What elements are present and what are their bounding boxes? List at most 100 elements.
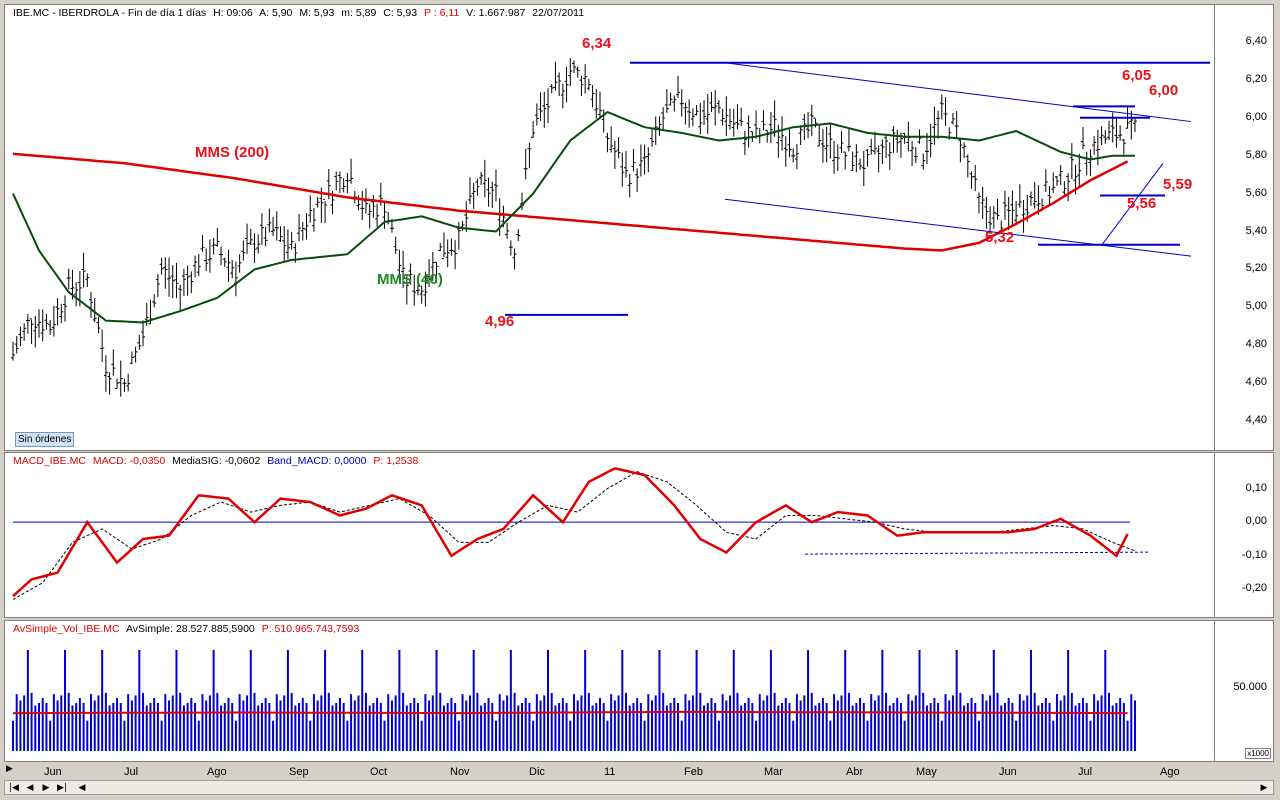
price-bar <box>828 122 833 159</box>
price-bar <box>360 190 365 221</box>
macd-signal-value: MediaSIG: -0,0602 <box>172 455 261 467</box>
volume-chart[interactable] <box>5 621 1215 761</box>
price-bar <box>263 226 268 247</box>
price-bar <box>152 294 157 308</box>
price-bar <box>794 143 799 170</box>
price-bar <box>928 123 933 158</box>
price-bar <box>887 142 892 170</box>
volume-bar <box>49 720 52 751</box>
price-bar <box>720 108 725 126</box>
volume-bar <box>691 695 694 751</box>
volume-bar <box>974 703 977 751</box>
volume-bar <box>587 692 590 751</box>
price-bar <box>219 246 224 266</box>
volume-p-value: P: 510.965.743,7593 <box>261 623 360 635</box>
price-bar <box>85 273 90 287</box>
scroll-left-icon[interactable]: ◀ <box>78 783 86 793</box>
price-bar <box>11 341 15 361</box>
volume-bar <box>67 692 70 751</box>
price-bar <box>371 194 376 218</box>
price-bar <box>252 233 257 264</box>
price-bar <box>531 120 536 138</box>
volume-bar <box>888 705 891 751</box>
month-label: Jun <box>44 766 62 778</box>
price-bar <box>438 243 443 252</box>
macd-y-axis: 0,10 0,00 -0,10 -0,20 <box>1214 453 1273 617</box>
high-time: H: 09:06 <box>213 7 253 19</box>
volume-bar <box>554 705 557 751</box>
price-bar <box>163 257 168 289</box>
price-bar <box>14 335 19 354</box>
price-bar <box>973 164 978 192</box>
axis-left-arrow-icon[interactable]: ▶ <box>6 764 13 774</box>
price-bar <box>791 148 796 163</box>
volume-bar <box>1078 703 1081 751</box>
price-bar <box>820 129 825 163</box>
price-bar <box>22 323 27 341</box>
macd-p-value: P: 1,2538 <box>373 455 419 467</box>
volume-bar <box>90 694 93 751</box>
month-label: Mar <box>764 766 783 778</box>
volume-bar <box>658 649 661 751</box>
scroll-right-icon[interactable]: ▶ <box>1260 783 1268 793</box>
volume-bar <box>450 697 453 751</box>
scroll-navigation[interactable]: |◀ ◀ ▶ ▶| ◀ ▶ <box>4 780 1274 795</box>
prev-page-icon[interactable]: ◀ <box>26 783 34 793</box>
price-bar <box>256 234 261 254</box>
volume-bar <box>298 703 301 751</box>
price-bar <box>271 216 276 237</box>
volume-bar <box>253 692 256 751</box>
macd-chart[interactable] <box>5 453 1215 617</box>
last-page-icon[interactable]: ▶| <box>57 783 67 793</box>
price-bar <box>423 271 428 307</box>
macd-value: MACD: -0,0350 <box>92 455 166 467</box>
price-bar <box>876 145 881 173</box>
volume-bar <box>729 695 732 751</box>
price-bar <box>226 249 231 282</box>
next-page-icon[interactable]: ▶ <box>42 783 50 793</box>
volume-bar <box>201 694 204 751</box>
price-bar <box>754 110 759 139</box>
price-bar <box>137 334 142 350</box>
volume-bar <box>855 703 858 751</box>
first-page-icon[interactable]: |◀ <box>9 783 19 793</box>
price-bar <box>479 171 484 185</box>
volume-bar <box>502 700 505 751</box>
month-label: Sep <box>289 766 309 778</box>
price-bar <box>839 131 844 154</box>
volume-bar <box>903 720 906 751</box>
volume-bar <box>532 720 535 751</box>
volume-bar <box>892 703 895 751</box>
price-bar <box>869 138 874 155</box>
price-bar <box>1066 173 1071 202</box>
price-bar <box>341 178 346 193</box>
volume-avg-line <box>13 710 1128 715</box>
price-bar <box>668 92 673 106</box>
volume-bar <box>38 703 41 751</box>
price-bar <box>865 149 870 167</box>
volume-bar <box>643 720 646 751</box>
volume-bar <box>851 705 854 751</box>
volume-value: V: 1.667.987 <box>466 7 526 19</box>
sin-ordenes-button[interactable]: Sin órdenes <box>15 432 75 447</box>
volume-bar <box>483 703 486 751</box>
price-bar <box>453 240 458 270</box>
volume-bar <box>766 695 769 751</box>
macd-tick-label: 0,00 <box>1245 515 1267 528</box>
volume-bar <box>573 694 575 751</box>
price-bar <box>787 129 792 158</box>
volume-bar <box>951 695 954 751</box>
price-bar <box>115 378 120 390</box>
volume-bar <box>227 697 230 751</box>
volume-bar <box>859 697 862 751</box>
price-bar <box>159 257 164 275</box>
price-bar <box>653 116 658 145</box>
price-bar <box>768 111 773 144</box>
price-bar <box>568 58 573 87</box>
volume-bar <box>963 705 966 751</box>
price-bar <box>780 116 785 151</box>
price-bar <box>616 137 621 159</box>
price-chart[interactable] <box>5 5 1215 450</box>
max-value: M: 5,93 <box>299 7 335 19</box>
volume-bar <box>364 692 367 751</box>
